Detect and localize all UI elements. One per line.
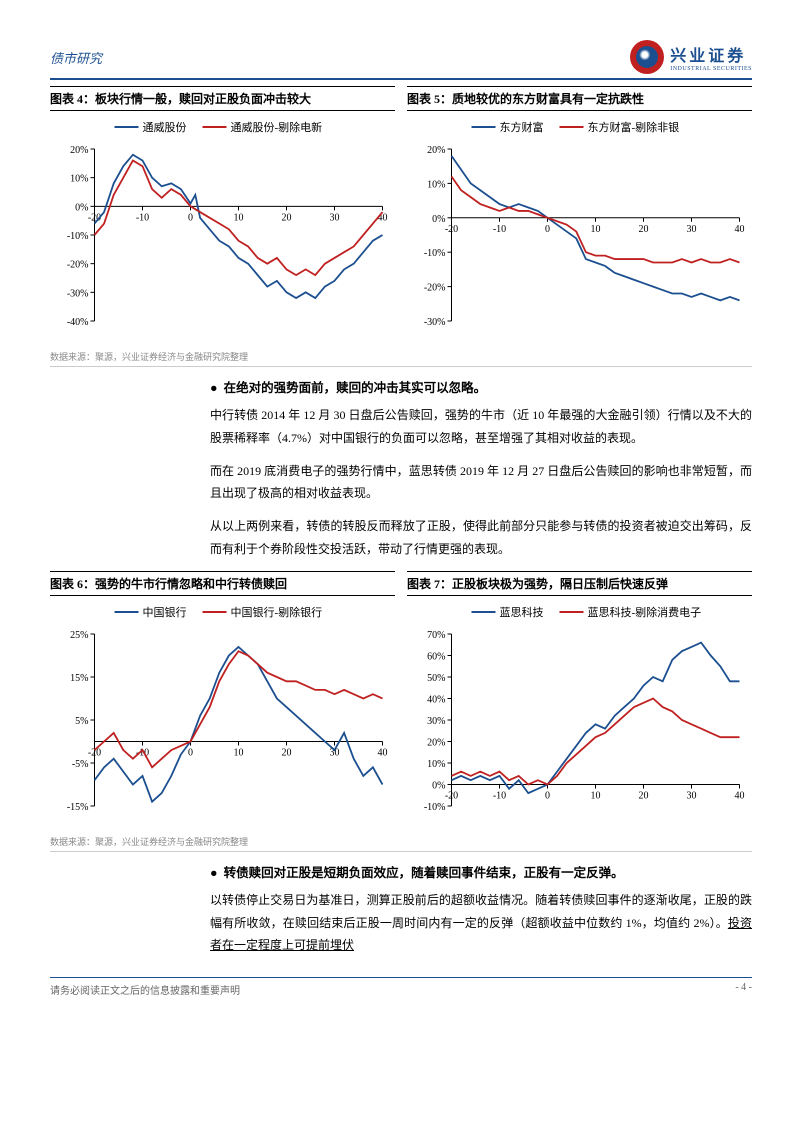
svg-text:40: 40 — [378, 212, 388, 223]
page-footer: 请务必阅读正文之后的信息披露和重要声明 - 4 - — [50, 977, 752, 997]
disclaimer: 请务必阅读正文之后的信息披露和重要声明 — [50, 982, 240, 997]
svg-text:30: 30 — [687, 224, 697, 235]
svg-text:通威股份: 通威股份 — [143, 121, 187, 134]
page-number: - 4 - — [735, 982, 752, 997]
svg-text:-5%: -5% — [72, 759, 89, 770]
svg-text:10: 10 — [234, 747, 244, 758]
svg-text:30: 30 — [330, 212, 340, 223]
svg-text:-30%: -30% — [67, 288, 89, 299]
svg-text:20: 20 — [282, 212, 292, 223]
svg-text:5%: 5% — [75, 716, 88, 727]
svg-text:通威股份-剔除电新: 通威股份-剔除电新 — [231, 120, 323, 134]
svg-text:30: 30 — [687, 790, 697, 801]
section-title: 债市研究 — [50, 48, 102, 67]
svg-text:10: 10 — [591, 224, 601, 235]
chart-6: 中国银行中国银行-剔除银行-15%-5%5%15%25%-20-10010203… — [50, 596, 395, 826]
logo-icon — [630, 40, 664, 74]
svg-text:-10: -10 — [493, 790, 506, 801]
svg-text:东方财富-剔除非银: 东方财富-剔除非银 — [588, 120, 680, 134]
svg-text:-15%: -15% — [67, 802, 89, 813]
svg-text:0: 0 — [545, 790, 550, 801]
svg-text:0: 0 — [188, 212, 193, 223]
company-name-en: INDUSTRIAL SECURITIES — [670, 66, 752, 72]
svg-text:-10: -10 — [493, 224, 506, 235]
svg-text:0: 0 — [545, 224, 550, 235]
chart-5: 东方财富东方财富-剔除非银-30%-20%-10%0%10%20%-20-100… — [407, 111, 752, 341]
chart-4: 通威股份通威股份-剔除电新-40%-30%-20%-10%0%10%20%-20… — [50, 111, 395, 341]
svg-text:蓝思科技-剔除消费电子: 蓝思科技-剔除消费电子 — [588, 605, 702, 619]
svg-text:15%: 15% — [70, 673, 88, 684]
chart-4-title: 图表 4：板块行情一般，赎回对正股负面冲击较大 — [50, 86, 395, 111]
source-note-2: 数据来源：聚源，兴业证券经济与金融研究院整理 — [50, 835, 752, 852]
paragraph-4: 以转债停止交易日为基准日，测算正股前后的超额收益情况。随着转债赎回事件的逐渐收尾… — [210, 889, 752, 957]
svg-text:50%: 50% — [427, 673, 445, 684]
svg-text:25%: 25% — [70, 630, 88, 641]
svg-text:东方财富: 东方财富 — [500, 120, 544, 134]
svg-text:40: 40 — [735, 224, 745, 235]
svg-text:-10: -10 — [136, 212, 149, 223]
svg-text:10%: 10% — [70, 174, 88, 185]
svg-text:20: 20 — [639, 790, 649, 801]
chart-row-2: 图表 6：强势的牛市行情忽略和中行转债赎回 中国银行 中国银行-剔除银行 -15% -… — [50, 571, 752, 831]
source-note-1: 数据来源：聚源，兴业证券经济与金融研究院整理 — [50, 350, 752, 367]
svg-text:中国银行-剔除银行: 中国银行-剔除银行 — [231, 605, 323, 619]
svg-text:10%: 10% — [427, 179, 445, 190]
svg-text:-20%: -20% — [67, 260, 89, 271]
svg-text:0%: 0% — [75, 202, 88, 213]
chart-row-1: 图表 4：板块行情一般，赎回对正股负面冲击较大 通威股份 通威股份-剔除电新 -40… — [50, 86, 752, 346]
chart-6-title: 图表 6：强势的牛市行情忽略和中行转债赎回 — [50, 571, 395, 596]
chart-7: 蓝思科技 蓝思科技-剔除消费电子 -10% 0% 10% 20% 30% 40% 50% 60% 7… — [407, 596, 752, 826]
paragraph-1: 中行转债 2014 年 12 月 30 日盘后公告赎回，强势的牛市（近 10 年… — [210, 404, 752, 450]
svg-text:0%: 0% — [432, 214, 445, 225]
svg-text:0: 0 — [188, 747, 193, 758]
svg-text:10: 10 — [234, 212, 244, 223]
svg-text:10: 10 — [591, 790, 601, 801]
paragraph-2: 而在 2019 底消费电子的强势行情中，蓝思转债 2019 年 12 月 27 … — [210, 460, 752, 506]
paragraph-3: 从以上两例来看，转债的转股反而释放了正股，使得此前部分只能参与转债的投资者被迫交… — [210, 515, 752, 561]
bullet-1: 在绝对的强势面前，赎回的冲击其实可以忽略。 — [210, 377, 752, 396]
svg-text:20: 20 — [639, 224, 649, 235]
svg-text:-10%: -10% — [424, 802, 446, 813]
svg-text:20%: 20% — [70, 145, 88, 156]
svg-text:40%: 40% — [427, 694, 445, 705]
svg-text:0%: 0% — [432, 780, 445, 791]
bullet-2: 转债赎回对正股是短期负面效应，随着赎回事件结束，正股有一定反弹。 — [210, 862, 752, 881]
svg-text:-40%: -40% — [67, 317, 89, 328]
svg-text:蓝思科技: 蓝思科技 — [500, 605, 544, 619]
svg-text:40: 40 — [735, 790, 745, 801]
svg-text:30%: 30% — [427, 716, 445, 727]
company-logo: 兴业证券 INDUSTRIAL SECURITIES — [630, 40, 752, 74]
svg-text:60%: 60% — [427, 651, 445, 662]
svg-text:20%: 20% — [427, 737, 445, 748]
chart-7-title: 图表 7：正股板块极为强势，隔日压制后快速反弹 — [407, 571, 752, 596]
svg-text:中国银行: 中国银行 — [143, 605, 187, 619]
svg-text:10%: 10% — [427, 759, 445, 770]
svg-text:-30%: -30% — [424, 317, 446, 328]
svg-text:40: 40 — [378, 747, 388, 758]
svg-text:-10%: -10% — [424, 248, 446, 259]
svg-text:70%: 70% — [427, 630, 445, 641]
svg-text:20: 20 — [282, 747, 292, 758]
company-name-cn: 兴业证券 — [670, 42, 752, 66]
svg-text:-20%: -20% — [424, 283, 446, 294]
svg-text:20%: 20% — [427, 145, 445, 156]
chart-5-title: 图表 5：质地较优的东方财富具有一定抗跌性 — [407, 86, 752, 111]
svg-text:-10%: -10% — [67, 231, 89, 242]
page-header: 债市研究 兴业证券 INDUSTRIAL SECURITIES — [50, 40, 752, 80]
